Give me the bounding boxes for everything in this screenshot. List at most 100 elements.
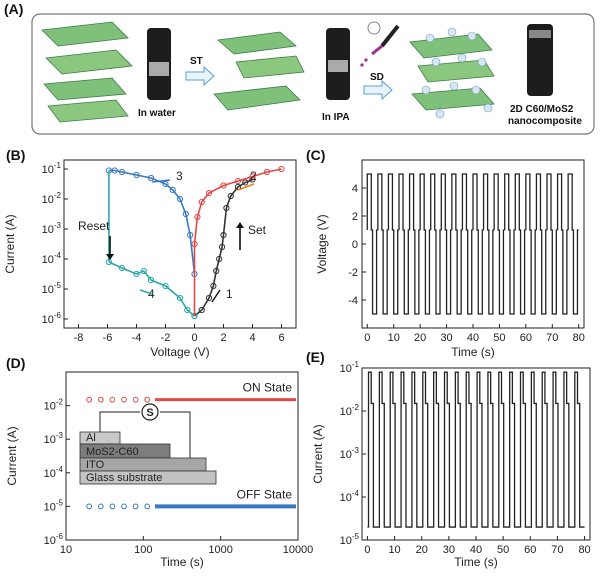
series-label-on: ON State [243, 381, 293, 395]
data-point-sweep4 [118, 264, 126, 272]
step-sd-label: SD [370, 72, 384, 83]
y-tick-label: 4 [352, 183, 358, 195]
series-label-off: OFF State [237, 487, 293, 501]
data-point-sweep1 [220, 231, 227, 239]
y-axis-label: Current (A) [311, 424, 325, 483]
x-tick-label: 60 [520, 332, 532, 344]
voltage-pulse-trace [366, 173, 579, 315]
vial-composite-caption-1: 2D C60/MoS2 [510, 104, 574, 115]
y-tick-label: 10-5 [42, 281, 62, 296]
inset-source-label: S [146, 407, 153, 419]
inset-layer [79, 470, 217, 485]
data-point-off [86, 503, 93, 510]
plot-frame [65, 371, 299, 541]
data-point-off [121, 503, 127, 510]
series-line-sweep3 [108, 169, 196, 275]
y-tick-label: 10-2 [42, 191, 62, 206]
inset-layer-label: MoS2-C60 [86, 446, 139, 458]
data-point-sweep3 [118, 168, 126, 176]
y-tick-label: 10-4 [44, 465, 64, 480]
data-point-sweep4 [162, 282, 169, 290]
y-axis-label: Current (A) [3, 214, 17, 273]
panel-e-label: (E) [306, 349, 325, 365]
x-axis-label: Time (s) [454, 555, 498, 569]
x-tick-label: 60 [524, 544, 536, 556]
data-point-sweep1 [223, 204, 230, 212]
data-point-sweep4 [147, 276, 155, 284]
data-point-off [97, 503, 104, 510]
inset-layer-label: Glass substrate [86, 472, 162, 484]
x-axis-label: Time (s) [451, 345, 495, 359]
series-line-sweep1 [193, 178, 253, 317]
annotation-reset-arrowhead [106, 254, 114, 260]
inset-source-icon [141, 403, 159, 421]
x-tick-label: 10000 [283, 544, 314, 556]
inset-wire [160, 411, 191, 458]
data-point-sweep3 [111, 167, 118, 174]
data-point-on [109, 396, 116, 403]
y-tick-label: 10-5 [44, 498, 64, 513]
x-tick-label: -4 [132, 332, 142, 344]
data-point-sweep4 [140, 267, 147, 275]
x-tick-label: -6 [103, 332, 113, 344]
series-line-sweep4 [108, 261, 196, 317]
vial-ipa [326, 28, 350, 100]
panel-a-label: (A) [4, 1, 23, 17]
annotation-sweep-3: 3 [176, 169, 183, 183]
data-point-sweep2 [278, 165, 285, 173]
x-axis-label: Time (s) [160, 555, 204, 569]
y-tick-label: 10-6 [44, 532, 64, 547]
dropper-icon [360, 21, 400, 67]
x-tick-label: 2 [220, 332, 226, 344]
c60-mos2-sheets [409, 27, 495, 119]
x-tick-label: 10 [388, 544, 400, 556]
y-tick-label: 10-2 [44, 398, 64, 413]
x-tick-label: 80 [578, 544, 590, 556]
x-tick-label: 70 [546, 332, 558, 344]
y-tick-label: 0 [352, 239, 358, 251]
annotation-reset: Reset [78, 219, 110, 233]
x-tick-label: 0 [364, 544, 370, 556]
panel-b-label: (B) [6, 147, 25, 163]
x-tick-label: 30 [440, 332, 452, 344]
y-tick-label: 10-4 [42, 251, 62, 266]
x-tick-label: 80 [573, 332, 585, 344]
current-pulse-trace [367, 371, 585, 528]
x-tick-label: -8 [74, 332, 84, 344]
y-tick-label: 2 [352, 211, 358, 223]
data-point-sweep3 [147, 174, 155, 182]
chart-b: -8 -6 -4 -2 0 2 4 6 10-6 10-5 10-4 10-3 10-2 10-1 Volt… [3, 159, 297, 359]
x-tick-label: 50 [497, 544, 509, 556]
data-point-sweep1 [242, 179, 249, 186]
y-tick-label: 10-1 [42, 161, 62, 176]
y-tick-label: 10-3 [44, 431, 64, 446]
inset-layer-label: Al [86, 432, 96, 444]
annotation-sweep-3-arrow [151, 179, 171, 183]
data-point-sweep1 [213, 267, 220, 275]
data-point-sweep3 [133, 171, 140, 179]
data-point-sweep2 [198, 198, 205, 206]
x-tick-label: 30 [443, 544, 455, 556]
data-point-on [86, 396, 93, 403]
mos2-sheets-ipa [213, 31, 305, 111]
data-point-on [144, 396, 151, 403]
x-tick-label: 0 [364, 332, 370, 344]
y-axis-label: Current (A) [5, 426, 19, 485]
x-tick-label: 10 [388, 332, 400, 344]
y-tick-label: 10-2 [340, 403, 360, 418]
y-tick-label: 10-3 [340, 446, 360, 461]
y-tick-label: 10-1 [340, 360, 360, 375]
chart-e: 0 10 20 30 40 50 60 70 80 10-5 10-4 10-3 10-2 10-1 Tim… [311, 360, 591, 569]
arrow-sd-icon [363, 79, 393, 101]
data-point-sweep2 [220, 182, 227, 189]
annotation-sweep-2-arrow [237, 183, 255, 191]
annotation-sweep-1: 1 [226, 287, 233, 301]
arrow-st-icon [185, 65, 215, 87]
x-tick-label: 10 [60, 544, 72, 556]
inset-wire [99, 411, 140, 432]
x-tick-label: 20 [416, 544, 428, 556]
x-tick-label: 40 [470, 544, 482, 556]
data-point-off [144, 503, 151, 510]
series-line-sweep2 [193, 168, 282, 245]
